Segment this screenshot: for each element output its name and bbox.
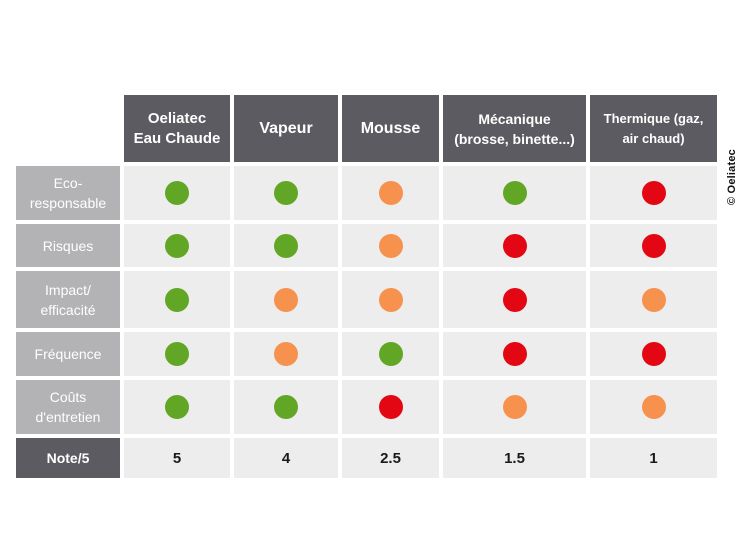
rating-dot-green [165,287,189,312]
column-header-label: Mécanique (brosse, binette...) [454,110,575,147]
rating-dot-orange [378,233,403,258]
table-cell [124,380,230,434]
row-header-label: Note/5 [46,450,90,466]
column-header-mecanique: Mécanique (brosse, binette...) [443,95,586,162]
rating-dot-red [502,342,527,366]
score-value: 4 [281,449,291,467]
score-cell: 4 [234,438,338,478]
score-cell: 1 [590,438,717,478]
rating-dot-green [502,181,527,205]
score-value: 2.5 [380,449,401,467]
table-cell [443,166,586,220]
row-header-label: Fréquence [34,346,102,362]
rating-dot-red [641,342,666,366]
score-value: 1 [649,449,658,467]
table-cell [124,332,230,376]
rating-dot-green [274,233,298,258]
table-cell [590,166,717,220]
row-header-note: Note/5 [16,438,120,478]
score-cell: 2.5 [342,438,439,478]
rating-dot-green [274,395,298,419]
table-cell [124,224,230,267]
comparison-table: Oeliatec Eau Chaude Vapeur Mousse Mécani… [16,95,717,478]
table-cell [590,224,717,267]
column-header-label: Vapeur [259,119,313,137]
rating-dot-red [502,233,527,258]
table-cell [342,332,439,376]
table-cell [443,224,586,267]
rating-dot-orange [378,181,403,205]
row-header-label: Eco- responsable [29,175,107,211]
column-header-vapeur: Vapeur [234,95,338,162]
rating-dot-red [378,395,403,419]
column-header-label: Mousse [360,119,421,137]
rating-dot-orange [641,395,666,419]
table-cell [234,271,338,328]
rating-dot-green [165,342,189,366]
row-header-frequence: Fréquence [16,332,120,376]
column-header-thermique: Thermique (gaz, air chaud) [590,95,717,162]
rating-dot-orange [641,287,666,312]
row-header-label: Coûts d'entretien [35,389,101,425]
score-value: 1.5 [504,449,525,467]
score-cell: 5 [124,438,230,478]
column-header-mousse: Mousse [342,95,439,162]
table-corner [16,95,120,162]
row-header-label: Impact/ efficacité [40,281,96,318]
table-cell [342,224,439,267]
rating-dot-green [165,181,189,205]
table-cell [443,380,586,434]
table-cell [590,271,717,328]
table-cell [234,224,338,267]
row-header-eco-responsable: Eco- responsable [16,166,120,220]
table-cell [590,332,717,376]
column-header-label: Thermique (gaz, air chaud) [603,110,704,146]
row-header-couts-entretien: Coûts d'entretien [16,380,120,434]
rating-dot-red [641,233,666,258]
rating-dot-red [641,181,666,205]
rating-dot-orange [378,287,403,312]
rating-dot-orange [274,342,298,366]
column-header-oeliatec: Oeliatec Eau Chaude [124,95,230,162]
table-cell [443,332,586,376]
score-cell: 1.5 [443,438,586,478]
table-cell [124,271,230,328]
rating-dot-green [378,342,403,366]
column-header-label: Oeliatec Eau Chaude [133,109,221,147]
table-cell [342,380,439,434]
table-cell [124,166,230,220]
score-value: 5 [172,449,182,467]
rating-dot-orange [274,287,298,312]
table-cell [234,332,338,376]
table-cell [443,271,586,328]
table-cell [234,380,338,434]
table-cell [590,380,717,434]
copyright-notice: © Oeliatec [726,149,738,205]
rating-dot-green [165,233,189,258]
table-cell [342,271,439,328]
rating-dot-green [274,181,298,205]
row-header-risques: Risques [16,224,120,267]
row-header-impact-efficacite: Impact/ efficacité [16,271,120,328]
table-cell [234,166,338,220]
rating-dot-green [165,395,189,419]
rating-dot-orange [502,395,527,419]
table-cell [342,166,439,220]
rating-dot-red [502,287,527,312]
row-header-label: Risques [42,237,94,254]
